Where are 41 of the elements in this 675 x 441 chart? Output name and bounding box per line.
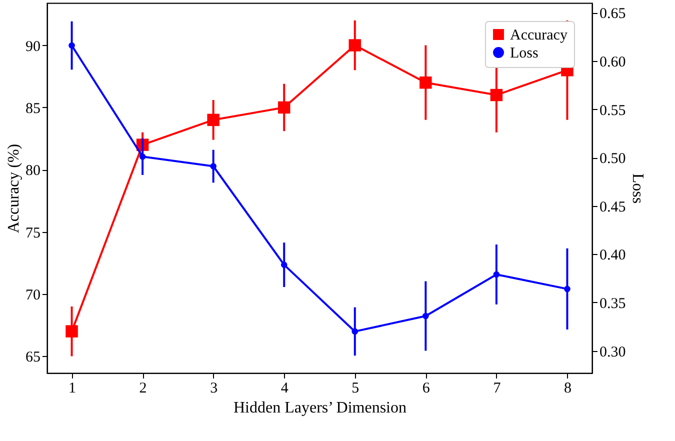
point [210, 163, 216, 170]
x-tick-label: 1 [68, 380, 76, 396]
point [139, 153, 146, 160]
y2-tick-label: 0.55 [600, 102, 626, 119]
y2-tick-label: 0.30 [600, 344, 626, 360]
point [278, 101, 290, 114]
point [68, 42, 75, 49]
y-axis-title: Accuracy (%) [6, 144, 22, 234]
y-tick-label: 70 [26, 288, 40, 304]
point [493, 271, 500, 278]
y-tick-label: 65 [26, 350, 40, 366]
point [280, 262, 288, 268]
point [564, 286, 570, 292]
point [207, 114, 220, 126]
y2-tick-label: 0.40 [600, 248, 626, 264]
point [490, 88, 503, 102]
y2-axis-title: Loss [628, 173, 646, 204]
legend-label: Accuracy [510, 28, 568, 44]
point [352, 328, 358, 335]
y2-tick-label: 0.35 [600, 296, 626, 312]
x-tick-label: 8 [564, 380, 572, 396]
x-tick-label: 4 [280, 380, 289, 396]
x-axis-title: Hidden Layers’ Dimension [234, 400, 406, 416]
legend-label: Loss [510, 46, 538, 62]
point [348, 39, 362, 52]
y2-tick-label: 0.50 [600, 151, 626, 168]
y-tick-label: 80 [26, 163, 40, 180]
y2-tick-label: 0.65 [600, 6, 626, 22]
y-tick-label: 90 [26, 38, 40, 55]
x-tick-label: 6 [422, 380, 430, 396]
x-tick-label: 5 [352, 380, 360, 396]
y2-tick-label: 0.60 [600, 54, 626, 70]
point [66, 325, 78, 338]
y-tick-label: 85 [26, 100, 40, 117]
x-tick-label: 3 [210, 380, 218, 396]
y2-tick-label: 0.45 [600, 199, 626, 216]
x-tick-label: 7 [493, 380, 502, 396]
point [422, 312, 429, 320]
point [420, 76, 432, 89]
y-tick-label: 75 [26, 225, 40, 242]
x-tick-label: 2 [139, 380, 147, 396]
